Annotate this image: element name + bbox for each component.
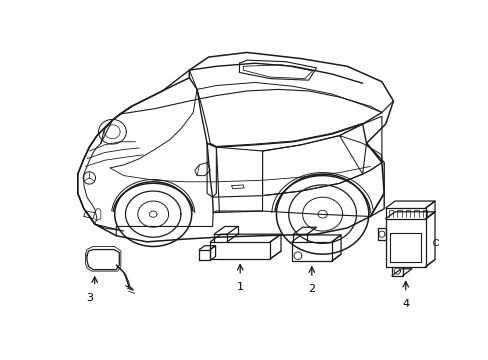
Text: 4: 4 (402, 299, 408, 309)
Text: 1: 1 (236, 282, 243, 292)
Text: 3: 3 (86, 293, 93, 303)
Text: 2: 2 (307, 284, 315, 294)
